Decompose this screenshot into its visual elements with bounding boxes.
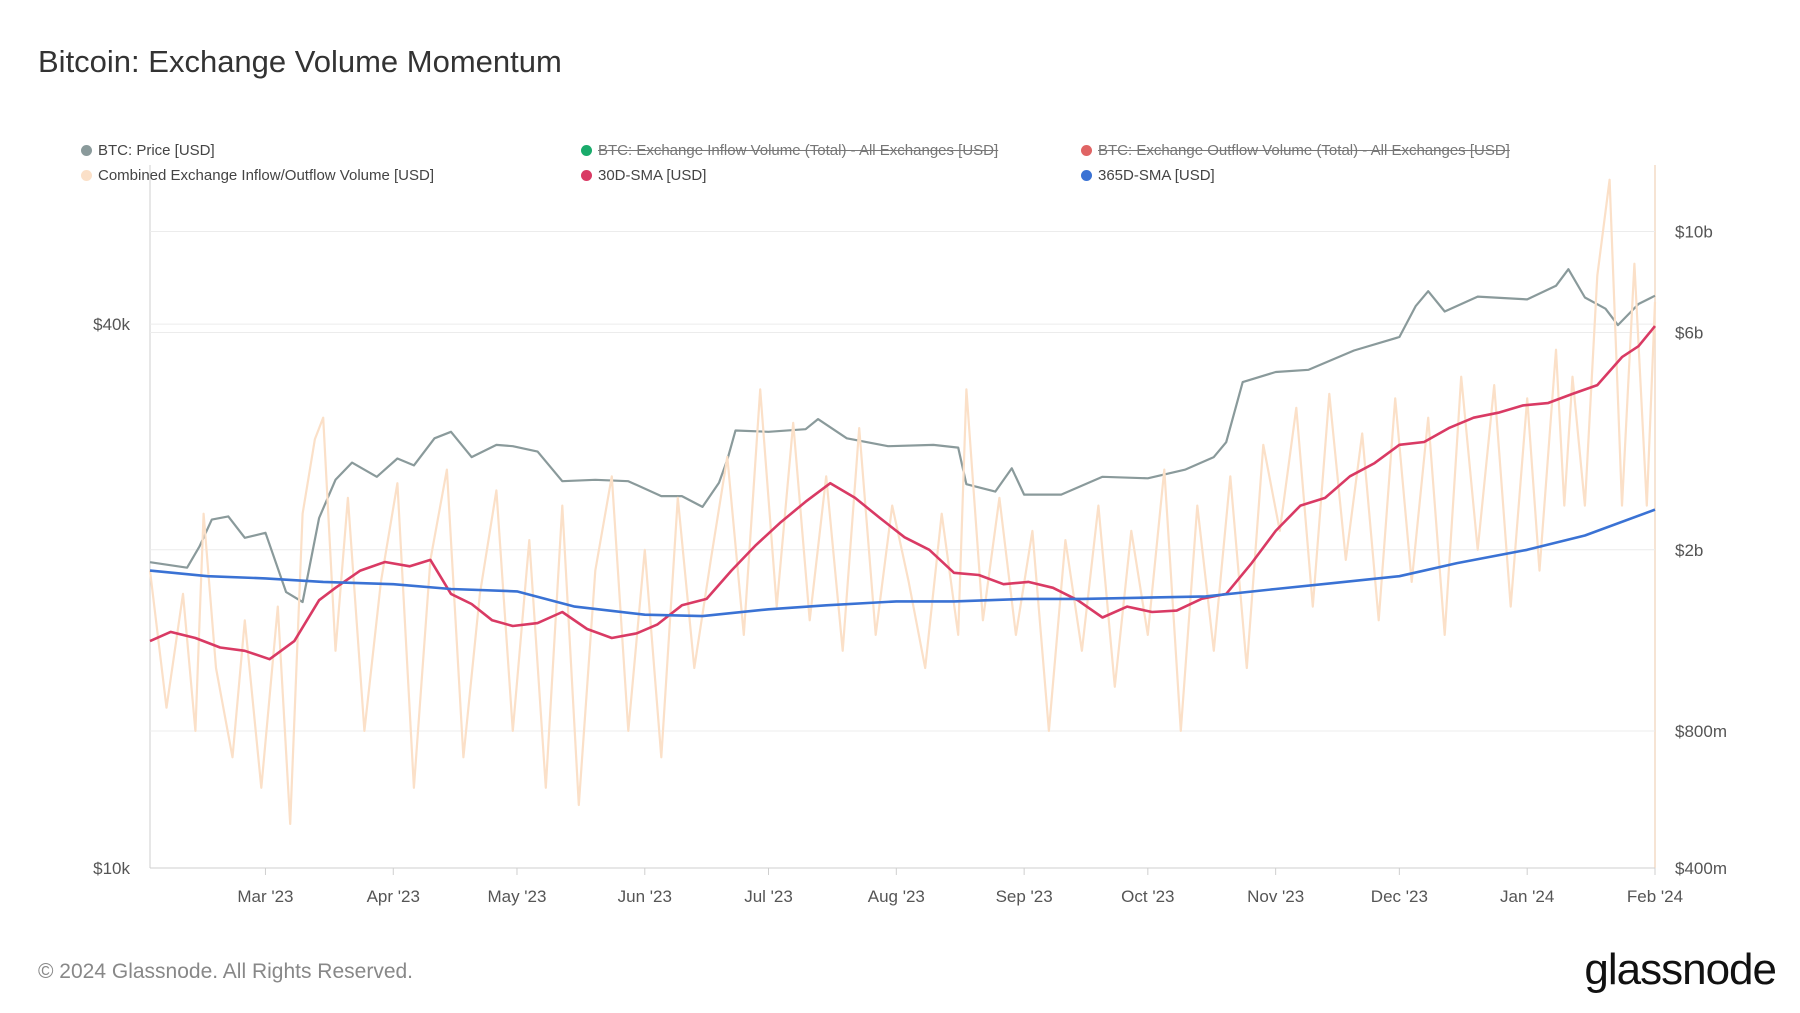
y-left-tick-label: $10k (93, 859, 130, 878)
legend-item-365d-sma[interactable]: 365D-SMA [USD] (1081, 167, 1215, 184)
legend-dot-icon (1081, 145, 1092, 156)
x-tick-label: Jul '23 (744, 887, 793, 906)
sma-365d-line (149, 508, 1656, 618)
legend-item-combined-volume[interactable]: Combined Exchange Inflow/Outflow Volume … (81, 167, 434, 184)
x-tick-label: Feb '24 (1627, 887, 1683, 906)
x-tick-label: Apr '23 (367, 887, 420, 906)
legend-dot-icon (81, 170, 92, 181)
legend-item-inflow-volume[interactable]: BTC: Exchange Inflow Volume (Total) - Al… (581, 142, 998, 159)
legend-dot-icon (81, 145, 92, 156)
x-tick-label: Mar '23 (237, 887, 293, 906)
glassnode-logo: glassnode (1584, 945, 1777, 994)
legend-item-btc-price[interactable]: BTC: Price [USD] (81, 142, 215, 159)
y-right-tick-label: $2b (1675, 541, 1703, 560)
x-tick-label: Jun '23 (618, 887, 672, 906)
btc-price-line (149, 268, 1656, 604)
legend-dot-icon (1081, 170, 1092, 181)
y-right-tick-label: $10b (1675, 223, 1713, 242)
x-tick-label: Dec '23 (1371, 887, 1428, 906)
y-right-tick-label: $6b (1675, 324, 1703, 343)
x-tick-label: Jan '24 (1500, 887, 1554, 906)
x-tick-label: Aug '23 (868, 887, 925, 906)
x-tick-label: May '23 (487, 887, 546, 906)
combined-volume-line (148, 178, 1657, 826)
legend-label: BTC: Exchange Outflow Volume (Total) - A… (1098, 142, 1510, 159)
legend-label: 365D-SMA [USD] (1098, 167, 1215, 184)
y-left-tick-label: $40k (93, 315, 130, 334)
legend-label: Combined Exchange Inflow/Outflow Volume … (98, 167, 434, 184)
chart-title: Bitcoin: Exchange Volume Momentum (38, 44, 562, 79)
y-right-tick-label: $800m (1675, 722, 1727, 741)
legend-dot-icon (581, 170, 592, 181)
legend-label: BTC: Price [USD] (98, 142, 215, 159)
copyright-footer: © 2024 Glassnode. All Rights Reserved. (38, 960, 414, 983)
sma-30d-line (149, 325, 1657, 661)
x-tick-label: Nov '23 (1247, 887, 1304, 906)
x-tick-label: Oct '23 (1121, 887, 1174, 906)
legend-label: BTC: Exchange Inflow Volume (Total) - Al… (598, 142, 999, 159)
legend-item-outflow-volume[interactable]: BTC: Exchange Outflow Volume (Total) - A… (1081, 142, 1510, 159)
y-right-tick-label: $400m (1675, 859, 1727, 878)
legend-label: 30D-SMA [USD] (598, 167, 707, 184)
legend-item-30d-sma[interactable]: 30D-SMA [USD] (581, 167, 706, 184)
x-tick-label: Sep '23 (996, 887, 1053, 906)
legend-dot-icon (581, 145, 592, 156)
